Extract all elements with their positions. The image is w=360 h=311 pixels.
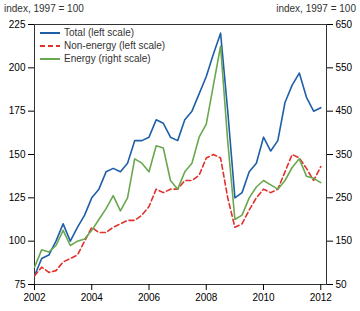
svg-text:2006: 2006 <box>138 292 161 303</box>
svg-text:200: 200 <box>9 62 26 73</box>
html-text:Total (left scale): Total (left scale) <box>64 27 134 38</box>
svg-text:225: 225 <box>9 19 26 30</box>
svg-text:75: 75 <box>14 279 26 290</box>
svg-text:2004: 2004 <box>81 292 104 303</box>
svg-text:450: 450 <box>336 105 353 116</box>
svg-text:2008: 2008 <box>195 292 218 303</box>
html-text:Energy (right scale): Energy (right scale) <box>64 53 151 64</box>
svg-text:650: 650 <box>336 19 353 30</box>
svg-text:550: 550 <box>336 62 353 73</box>
svg-text:150: 150 <box>336 235 353 246</box>
svg-text:100: 100 <box>9 235 26 246</box>
svg-text:125: 125 <box>9 192 26 203</box>
svg-text:150: 150 <box>9 149 26 160</box>
svg-text:2002: 2002 <box>23 292 46 303</box>
svg-text:2010: 2010 <box>252 292 275 303</box>
html-text:index, 1997 = 100: index, 1997 = 100 <box>276 3 356 14</box>
html-text:Non-energy (left scale): Non-energy (left scale) <box>64 40 166 51</box>
svg-text:50: 50 <box>336 279 348 290</box>
svg-text:175: 175 <box>9 105 26 116</box>
html-text:index, 1997 = 100: index, 1997 = 100 <box>4 3 84 14</box>
svg-text:350: 350 <box>336 149 353 160</box>
svg-text:2012: 2012 <box>310 292 333 303</box>
svg-text:250: 250 <box>336 192 353 203</box>
